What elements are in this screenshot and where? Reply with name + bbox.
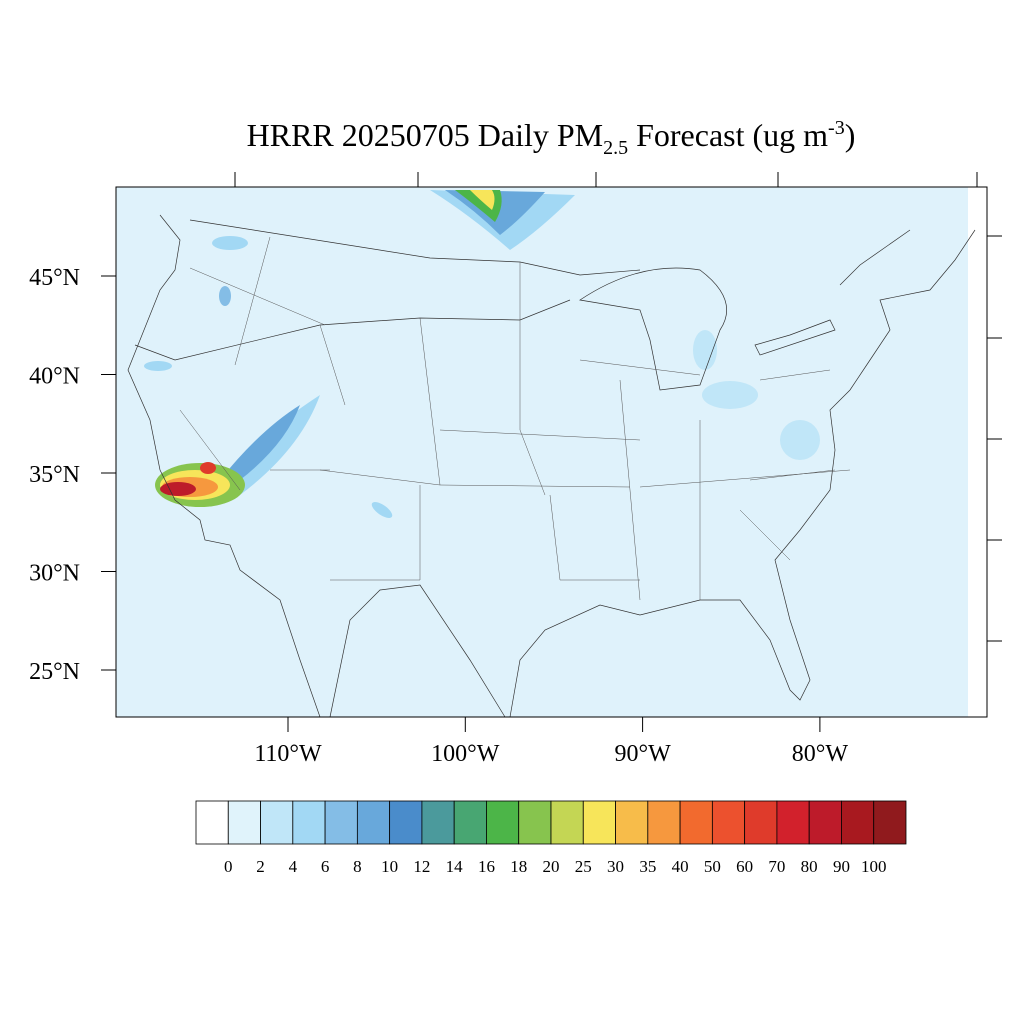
colorbar-label: 14 xyxy=(446,857,464,876)
colorbar-box xyxy=(582,800,616,845)
colorbar-box xyxy=(776,800,810,845)
colorbar: 0 2 4 6 8 10 12 14 16 18 20 25 30 35 40 50 60 70 80 90 100 xyxy=(195,800,907,876)
colorbar-label: 2 xyxy=(256,857,265,876)
plumes xyxy=(144,190,820,519)
lat-label: 25°N xyxy=(29,659,80,685)
colorbar-box xyxy=(518,800,552,845)
colorbar-label: 20 xyxy=(543,857,560,876)
title-sub: 2.5 xyxy=(603,137,628,159)
title-mid: Forecast (ug m xyxy=(628,117,828,153)
colorbar-box xyxy=(550,800,584,845)
lat-label: 40°N xyxy=(29,364,80,390)
colorbar-label: 25 xyxy=(575,857,592,876)
colorbar-label: 4 xyxy=(289,857,298,876)
title-sup: -3 xyxy=(828,117,845,139)
colorbar-label: 16 xyxy=(478,857,495,876)
title-main: HRRR 20250705 Daily PM xyxy=(247,117,603,153)
colorbar-box xyxy=(453,800,487,845)
colorbar-box xyxy=(421,800,455,845)
colorbar-box xyxy=(389,800,423,845)
colorbar-box xyxy=(841,800,875,845)
lon-label: 90°W xyxy=(614,741,671,767)
colorbar-label: 90 xyxy=(833,857,850,876)
lon-label: 100°W xyxy=(431,741,500,767)
colorbar-box xyxy=(260,800,294,845)
colorbar-box xyxy=(195,800,229,845)
colorbar-label: 60 xyxy=(736,857,753,876)
colorbar-box xyxy=(679,800,713,845)
colorbar-label: 80 xyxy=(801,857,818,876)
state-lines xyxy=(179,236,851,601)
colorbar-box xyxy=(808,800,842,845)
map-frame xyxy=(115,186,988,718)
map-edge xyxy=(968,187,987,717)
colorbar-box xyxy=(356,800,391,845)
coastline xyxy=(127,214,976,718)
colorbar-box xyxy=(486,800,520,845)
colorbar-label: 70 xyxy=(768,857,785,876)
colorbar-label: 8 xyxy=(353,857,362,876)
colorbar-label: 0 xyxy=(224,857,233,876)
lat-label: 35°N xyxy=(29,462,80,488)
lon-label: 80°W xyxy=(792,741,849,767)
colorbar-label: 35 xyxy=(639,857,656,876)
colorbar-box xyxy=(324,800,358,845)
colorbar-label: 50 xyxy=(704,857,721,876)
colorbar-label: 30 xyxy=(607,857,624,876)
frame-ticks xyxy=(234,172,1002,642)
colorbar-label: 12 xyxy=(413,857,430,876)
lon-label: 110°W xyxy=(254,741,322,767)
colorbar-label: 6 xyxy=(321,857,330,876)
colorbar-label: 40 xyxy=(672,857,689,876)
colorbar-box xyxy=(227,800,261,845)
colorbar-label: 100 xyxy=(861,857,887,876)
axis-labels: 45°N 40°N 35°N 30°N 25°N 110°W 100°W 90°W 80°W xyxy=(29,265,848,767)
colorbar-label: 10 xyxy=(381,857,398,876)
colorbar-box xyxy=(873,800,907,845)
map xyxy=(115,172,1002,718)
colorbar-box xyxy=(647,800,681,845)
title: HRRR 20250705 Daily PM2.5 Forecast (ug m… xyxy=(247,117,856,159)
colorbar-box xyxy=(744,800,778,845)
title-end: ) xyxy=(845,117,856,153)
colorbar-box xyxy=(711,800,746,845)
colorbar-box xyxy=(615,800,649,845)
colorbar-box xyxy=(292,800,326,845)
lat-label: 45°N xyxy=(29,265,80,291)
lat-label: 30°N xyxy=(29,561,80,587)
colorbar-label: 18 xyxy=(510,857,527,876)
